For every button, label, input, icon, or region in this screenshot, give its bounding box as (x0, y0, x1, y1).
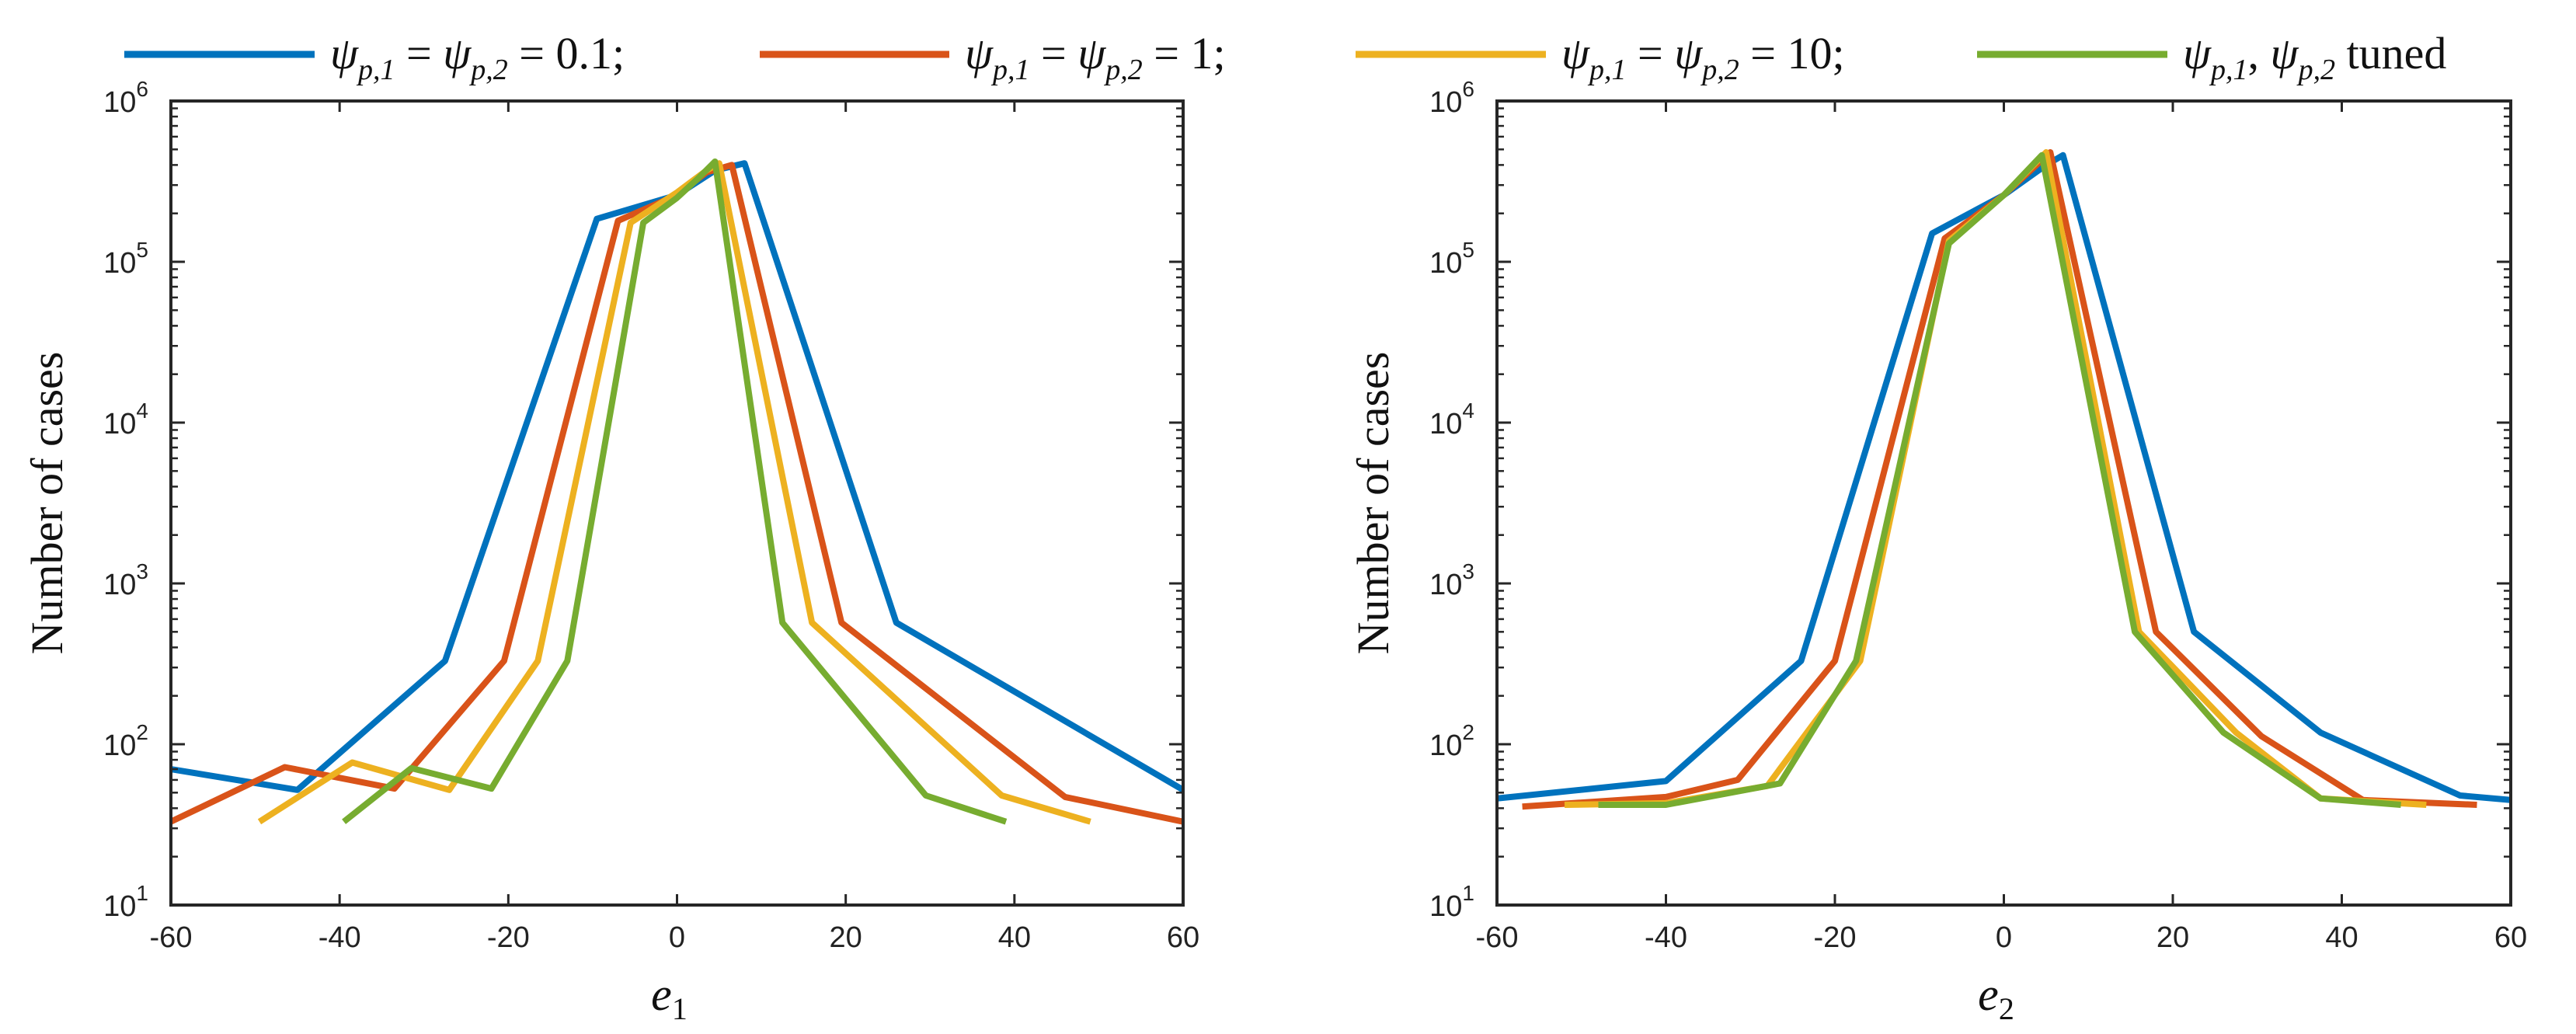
x-tick-label: 60 (2494, 921, 2527, 954)
legend-item: ψp,1 = ψp,2 = 1; (760, 28, 1226, 86)
y-tick-label: 105 (103, 238, 148, 280)
x-tick-label: -20 (1814, 921, 1857, 954)
x-tick-label: 40 (2325, 921, 2358, 954)
subplot-e2: -60 -40 -20 0 20 40 60 101 102 103 104 105 106 Number… (1348, 77, 2527, 1026)
y-tick-label: 102 (1429, 720, 1474, 762)
x-axis-label: e2 (1978, 969, 2014, 1026)
x-tick-label: 60 (1167, 921, 1199, 954)
x-tick-label: -60 (1476, 921, 1519, 954)
y-tick-label: 104 (103, 399, 148, 440)
y-tick-label: 106 (1429, 77, 1474, 119)
series-line-3 (342, 158, 1008, 825)
y-tick-label: 103 (1429, 559, 1474, 601)
series-group (1497, 149, 2511, 810)
y-tick-label: 103 (103, 559, 148, 601)
y-tick-label: 104 (1429, 399, 1474, 440)
x-tick-label: -40 (1645, 921, 1687, 954)
plot-area (1497, 101, 2511, 905)
legend-label-0: ψp,1 = ψp,2 = 0.1; (330, 28, 625, 86)
subplot-e1: -60 -40 -20 0 20 40 60 101 102 103 104 105 106 Number… (22, 77, 1199, 1026)
x-tick-label: -20 (487, 921, 530, 954)
x-tick-label: -60 (150, 921, 193, 954)
y-tick-label: 102 (103, 720, 148, 762)
legend-label-2: ψp,1 = ψp,2 = 10; (1561, 28, 1845, 86)
series-group (171, 158, 1183, 825)
x-tick-label: -40 (319, 921, 361, 954)
y-axis-label: Number of cases (22, 352, 72, 655)
x-tick-label: 0 (669, 921, 685, 954)
x-axis-label: e1 (651, 969, 688, 1026)
legend-item: ψp,1 = ψp,2 = 0.1; (124, 28, 625, 86)
y-axis-label: Number of cases (1348, 352, 1398, 655)
legend-item: ψp,1 = ψp,2 = 10; (1356, 28, 1845, 86)
y-tick-label: 106 (103, 77, 148, 119)
y-tick-label: 101 (1429, 881, 1474, 923)
series-line-2 (257, 160, 1091, 825)
x-tick-label: 40 (998, 921, 1031, 954)
legend-label-1: ψp,1 = ψp,2 = 1; (965, 28, 1226, 86)
x-tick-label: 20 (830, 921, 862, 954)
y-tick-label: 101 (103, 881, 148, 923)
series-line-3 (1598, 151, 2401, 808)
y-tick-label: 105 (1429, 238, 1474, 280)
legend-label-3: ψp,1, ψp,2 tuned (2183, 28, 2446, 86)
legend-item: ψp,1, ψp,2 tuned (1977, 28, 2446, 86)
legend: ψp,1 = ψp,2 = 0.1; ψp,1 = ψp,2 = 1; ψp,1 =… (124, 28, 2446, 86)
x-tick-label: 20 (2157, 921, 2189, 954)
x-tick-label: 0 (1996, 921, 2012, 954)
